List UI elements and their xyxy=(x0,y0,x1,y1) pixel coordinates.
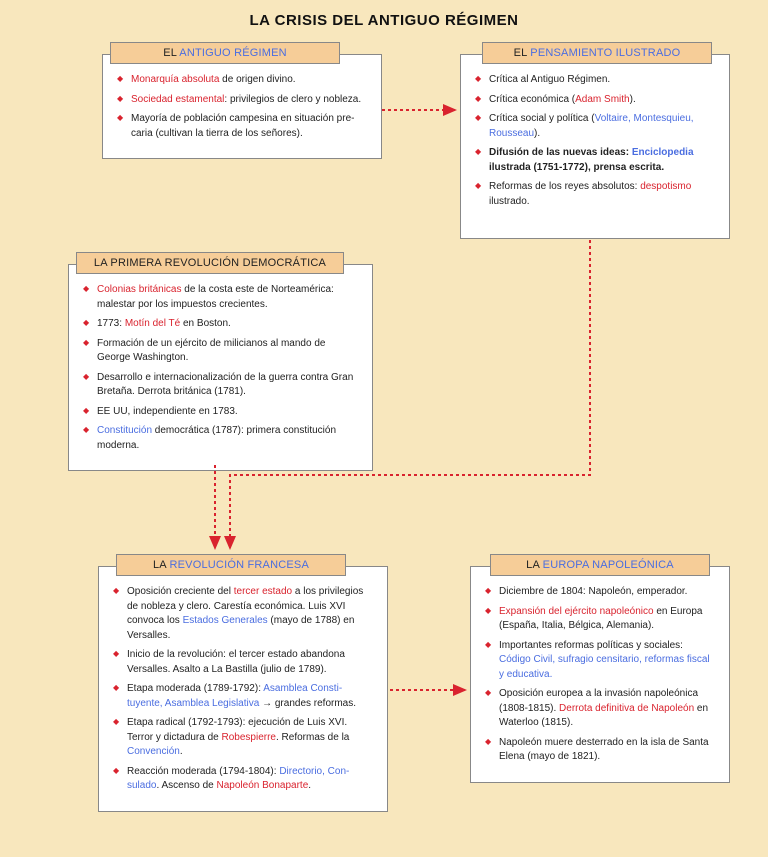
list-item: Importantes reformas políticas y sociale… xyxy=(485,639,715,683)
box-primera: Colonias británicas de la costa este de … xyxy=(68,264,373,471)
list-item: Crítica social y política (Voltaire, Mon… xyxy=(475,112,715,141)
header-highlight: ANTIGUO RÉGIMEN xyxy=(179,47,287,59)
header-prefix: EL xyxy=(163,47,179,59)
list-item: Crítica económica (Adam Smith). xyxy=(475,93,715,108)
list-item: Colonias británicas de la costa este de … xyxy=(83,283,358,312)
list-item: 1773: Motín del Té en Boston. xyxy=(83,317,358,332)
list-item: Mayoría de población campesina en situac… xyxy=(117,112,367,141)
list-item: EE UU, independiente en 1783. xyxy=(83,405,358,420)
list-item: Formación de un ejército de milicianos a… xyxy=(83,337,358,366)
list-item: Expansión del ejército napoleónico en Eu… xyxy=(485,605,715,634)
list-item: Inicio de la revolución: el tercer estad… xyxy=(113,648,373,677)
header-highlight: REVOLUCIÓN FRANCESA xyxy=(170,559,310,571)
list-item: Sociedad estamental: privilegios de cler… xyxy=(117,93,367,108)
header-prefix: LA xyxy=(526,559,543,571)
header-antiguo: EL ANTIGUO RÉGIMEN xyxy=(110,42,340,64)
header-prefix: EL xyxy=(514,47,531,59)
box-ilustrado: Crítica al Antiguo Régimen. Crítica econ… xyxy=(460,54,730,239)
list-item: Reacción moderada (1794-1804): Directori… xyxy=(113,765,373,794)
header-francesa: LA REVOLUCIÓN FRANCESA xyxy=(116,554,346,576)
header-prefix: LA xyxy=(153,559,170,571)
diagram-canvas: LA CRISIS DEL ANTIGUO RÉGIMEN EL ANTIGUO… xyxy=(0,0,768,857)
list-item: Monarquía absoluta de origen divino. xyxy=(117,73,367,88)
box-napoleonica: Diciembre de 1804: Napoleón, empera­dor.… xyxy=(470,566,730,783)
list-item: Oposición creciente del tercer estado a … xyxy=(113,585,373,643)
header-ilustrado: EL PENSAMIENTO ILUSTRADO xyxy=(482,42,712,64)
list-item: Constitución democrática (1787): primera… xyxy=(83,424,358,453)
list-item: Oposición europea a la invasión napo­leó… xyxy=(485,687,715,731)
list-item: Reformas de los reyes absolutos: despoti… xyxy=(475,180,715,209)
list-item: Desarrollo e internacionalización de la … xyxy=(83,371,358,400)
list-item: Diciembre de 1804: Napoleón, empera­dor. xyxy=(485,585,715,600)
header-primera: LA PRIMERA REVOLUCIÓN DEMOCRÁTICA xyxy=(76,252,344,274)
header-highlight: EUROPA NAPOLEÓNICA xyxy=(543,559,674,571)
header-highlight: PENSAMIENTO ILUSTRADO xyxy=(530,47,680,59)
list-item: Etapa moderada (1789-1792): Asamblea Con… xyxy=(113,682,373,711)
box-francesa: Oposición creciente del tercer estado a … xyxy=(98,566,388,812)
page-title: LA CRISIS DEL ANTIGUO RÉGIMEN xyxy=(0,12,768,29)
list-item: Napoleón muere desterrado en la isla de … xyxy=(485,736,715,765)
box-antiguo: Monarquía absoluta de origen divino. Soc… xyxy=(102,54,382,159)
header-text: LA PRIMERA REVOLUCIÓN DEMOCRÁTICA xyxy=(94,257,326,269)
list-item: Etapa radical (1792-1793): ejecución de … xyxy=(113,716,373,760)
header-napoleonica: LA EUROPA NAPOLEÓNICA xyxy=(490,554,710,576)
list-item: Difusión de las nuevas ideas: Enciclope­… xyxy=(475,146,715,175)
list-item: Crítica al Antiguo Régimen. xyxy=(475,73,715,88)
